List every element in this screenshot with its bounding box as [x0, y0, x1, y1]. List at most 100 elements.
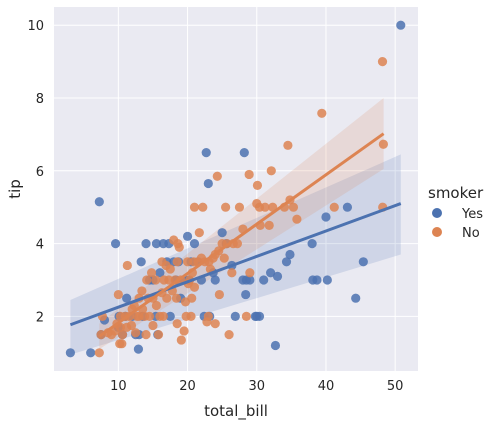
data-point-yes — [285, 249, 295, 260]
data-point-no — [172, 319, 182, 329]
data-point-no — [210, 319, 220, 329]
data-point-yes — [259, 275, 269, 285]
data-point-yes — [182, 231, 193, 241]
data-point-no — [214, 289, 224, 300]
data-point-no — [117, 339, 127, 349]
data-point-no — [122, 260, 132, 271]
data-point-yes — [110, 239, 121, 249]
data-point-no — [260, 202, 270, 212]
data-point-no — [187, 293, 197, 303]
data-point-yes — [351, 293, 361, 303]
data-point-no — [378, 139, 388, 149]
data-point-yes — [254, 311, 265, 321]
legend-label-yes: Yes — [461, 207, 483, 222]
x-tick-label: 30 — [248, 379, 265, 394]
data-point-yes — [312, 275, 322, 285]
data-point-no — [227, 268, 237, 278]
data-point-no — [198, 202, 208, 212]
data-point-yes — [141, 239, 151, 249]
data-point-no — [221, 202, 231, 212]
legend: smoker Yes No — [428, 184, 484, 241]
y-tick-label: 8 — [36, 92, 44, 107]
data-point-yes — [210, 275, 220, 285]
data-point-yes — [307, 239, 317, 249]
legend-label-no: No — [462, 226, 480, 241]
data-point-no — [252, 180, 263, 190]
data-point-yes — [201, 148, 211, 158]
regression-lines — [69, 132, 402, 338]
data-point-yes — [165, 311, 175, 321]
data-point-yes — [94, 197, 104, 207]
data-point-no — [165, 264, 175, 274]
data-point-yes — [86, 348, 96, 358]
data-point-no — [288, 202, 299, 212]
data-point-no — [174, 242, 184, 252]
plot-background — [54, 7, 418, 371]
data-point-no — [162, 293, 172, 303]
y-tick-label: 6 — [36, 165, 44, 180]
regression-line-yes — [69, 202, 402, 327]
data-point-no — [158, 311, 168, 321]
data-point-no — [266, 166, 276, 176]
data-point-no — [151, 275, 161, 285]
x-tick-label: 40 — [318, 379, 335, 394]
data-point-no — [212, 171, 222, 181]
data-point-no — [151, 300, 162, 311]
data-point-yes — [396, 20, 406, 30]
data-point-no — [153, 330, 164, 340]
x-tick-label: 20 — [179, 379, 196, 394]
data-point-no — [189, 282, 200, 292]
data-point-yes — [321, 212, 331, 222]
data-point-yes — [217, 228, 227, 238]
data-point-no — [245, 268, 255, 278]
data-point-no — [141, 330, 151, 340]
data-point-no — [241, 311, 251, 321]
data-point-no — [283, 140, 293, 150]
data-point-no — [292, 214, 302, 224]
data-point-no — [189, 202, 200, 212]
x-tick-label: 50 — [387, 379, 404, 394]
data-point-yes — [245, 275, 255, 285]
data-point-yes — [239, 148, 249, 158]
x-tick-label: 10 — [110, 379, 127, 394]
data-point-yes — [342, 202, 353, 212]
y-axis-label: tip — [6, 179, 24, 199]
data-point-no — [234, 202, 245, 212]
data-point-no — [146, 268, 157, 278]
data-point-yes — [358, 257, 368, 267]
data-point-no — [264, 220, 274, 230]
data-point-no — [377, 57, 388, 67]
data-point-yes — [151, 239, 162, 249]
data-point-no — [244, 169, 254, 180]
data-point-yes — [270, 340, 281, 351]
data-point-no — [148, 320, 158, 331]
data-point-yes — [155, 268, 165, 278]
data-point-no — [329, 202, 339, 212]
data-point-yes — [281, 257, 292, 267]
data-point-no — [179, 326, 189, 336]
y-tick-label: 10 — [27, 19, 44, 34]
legend-title: smoker — [428, 184, 484, 202]
data-point-yes — [65, 348, 76, 358]
data-point-no — [117, 330, 128, 340]
data-point-no — [317, 108, 327, 118]
data-point-yes — [272, 271, 283, 281]
data-point-no — [126, 320, 137, 331]
data-point-no — [94, 348, 104, 358]
data-point-no — [144, 311, 155, 321]
y-tick-label: 2 — [36, 310, 44, 325]
regression-line-no — [98, 132, 385, 338]
data-point-no — [176, 335, 186, 345]
tick-labels: 10 20 30 40 50 2 4 6 8 10 — [27, 19, 403, 394]
data-point-no — [131, 328, 141, 338]
data-point-yes — [189, 239, 200, 249]
data-point-no — [171, 293, 182, 303]
data-point-yes — [133, 344, 144, 354]
data-point-no — [142, 275, 152, 285]
data-point-yes — [230, 311, 240, 321]
legend-marker-no — [432, 227, 442, 237]
data-point-yes — [136, 257, 146, 267]
data-point-no — [203, 311, 213, 321]
data-point-no — [186, 311, 196, 321]
